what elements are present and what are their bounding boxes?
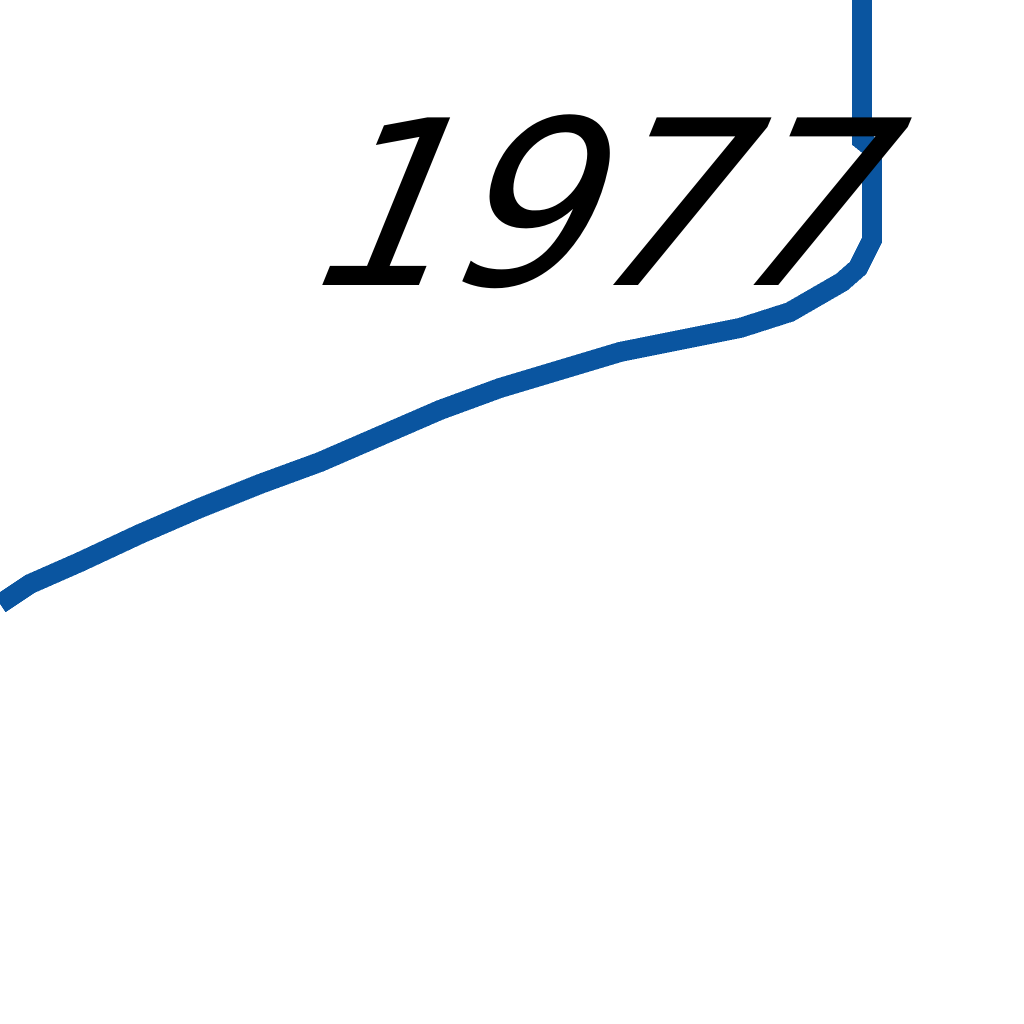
year-label: 1977 xyxy=(299,73,918,340)
boundary-line xyxy=(0,0,882,613)
